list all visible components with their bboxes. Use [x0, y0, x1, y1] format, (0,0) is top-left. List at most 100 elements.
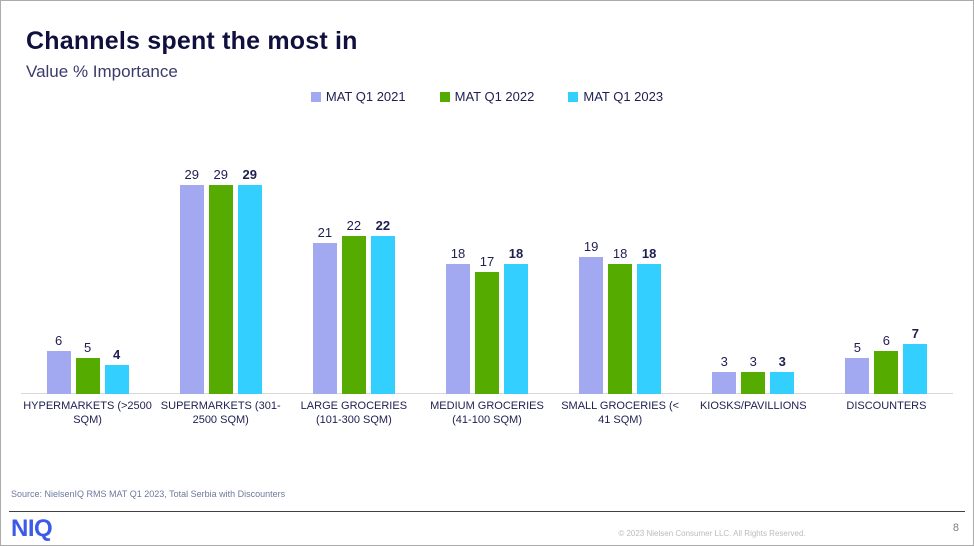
bar-value-label: 21: [317, 224, 333, 240]
page-title: Channels spent the most in: [26, 27, 358, 55]
category-label: LARGE GROCERIES (101-300 SQM): [300, 400, 408, 427]
footer-divider: [9, 511, 965, 512]
bar: [874, 350, 899, 394]
bar-value-label: 3: [749, 354, 757, 370]
bar-value-label: 18: [612, 246, 628, 262]
bar-slot: 7: [903, 325, 928, 394]
bar: [179, 185, 204, 394]
legend-label: MAT Q1 2023: [583, 89, 664, 104]
bar: [445, 264, 470, 394]
legend-item-2022: MAT Q1 2022: [439, 89, 535, 104]
bar: [312, 242, 337, 394]
bar-slot: 29: [208, 167, 233, 394]
bar-value-label: 3: [720, 354, 728, 370]
bar-value-label: 19: [583, 239, 599, 255]
bar: [503, 264, 528, 394]
bar: [341, 235, 366, 394]
bar: [579, 257, 604, 394]
bar-slot: 22: [341, 217, 366, 394]
bar-value-label: 29: [213, 167, 228, 183]
bar-slot: 5: [75, 340, 100, 394]
bar-slot: 21: [312, 224, 337, 394]
bar-cluster: 29 29 29: [154, 167, 287, 394]
bar-slot: 6: [874, 332, 899, 394]
bar-slot: 18: [637, 246, 662, 394]
bar-slot: 18: [445, 246, 470, 394]
bar: [370, 235, 395, 394]
bar-cluster: 19 18 18: [554, 239, 687, 394]
bar-cluster: 18 17 18: [420, 246, 553, 394]
bar-value-label: 4: [112, 347, 121, 363]
bar-value-label: 18: [450, 246, 466, 262]
bar: [46, 350, 71, 394]
category-group: 6 5 4 HYPERMARKETS (>2500 SQM): [21, 158, 154, 426]
category-label: SUPERMARKETS (301-2500 SQM): [160, 400, 281, 427]
bar: [741, 372, 766, 394]
legend-swatch-2022-icon: [439, 91, 450, 102]
bar: [712, 372, 737, 394]
bar-value-label: 7: [911, 325, 920, 341]
bar-value-label: 18: [508, 246, 524, 262]
bar-slot: 3: [741, 354, 766, 394]
category-label: DISCOUNTERS: [846, 400, 927, 412]
bar-slot: 5: [845, 340, 870, 394]
bar: [845, 358, 870, 394]
category-label: SMALL GROCERIES (< 41 SQM): [561, 400, 680, 427]
category-label: HYPERMARKETS (>2500 SQM): [23, 400, 152, 427]
bar: [237, 185, 262, 394]
bar-slot: 3: [770, 354, 795, 394]
category-label: KIOSKS/PAVILLIONS: [699, 400, 807, 412]
copyright-text: © 2023 Nielsen Consumer LLC. All Rights …: [618, 529, 806, 538]
page-subtitle: Value % Importance: [26, 62, 178, 81]
legend-item-2023: MAT Q1 2023: [568, 89, 663, 104]
category-group: 21 22 22 LARGE GROCERIES (101-300 SQM): [287, 158, 420, 427]
bar-slot: 29: [179, 167, 204, 394]
bar-value-label: 22: [346, 217, 362, 233]
bar-cluster: 3 3 3: [687, 354, 820, 394]
bar-value-label: 5: [853, 340, 862, 355]
header: Channels spent the most in Value % Impor…: [26, 27, 358, 82]
bar-slot: 22: [370, 217, 395, 394]
legend-label: MAT Q1 2022: [454, 89, 535, 104]
bar-value-label: 17: [479, 253, 495, 269]
legend-swatch-2021-icon: [310, 91, 321, 102]
category-group: 19 18 18 SMALL GROCERIES (< 41 SQM): [554, 158, 687, 426]
category-group: 18 17 18 MEDIUM GROCERIES (41-100 SQM): [420, 158, 553, 426]
chart-legend: MAT Q1 2021 MAT Q1 2022 MAT Q1 2023: [1, 89, 973, 104]
category-label: MEDIUM GROCERIES (41-100 SQM): [430, 400, 544, 427]
bar-cluster: 6 5 4: [21, 333, 154, 394]
bar-value-label: 3: [778, 354, 786, 370]
bar-chart: 6 5 4 HYPERMARKETS (>2500 SQM) 29 29 29 SUPERMA…: [21, 158, 953, 427]
bar: [104, 365, 129, 394]
bar-slot: 18: [608, 246, 633, 394]
bar: [637, 264, 662, 394]
page-number: 8: [952, 522, 959, 534]
category-group: 29 29 29 SUPERMARKETS (301-2500 SQM): [154, 158, 287, 426]
bar-value-label: 22: [375, 217, 391, 233]
bar-value-label: 5: [83, 340, 92, 355]
bar-value-label: 6: [54, 332, 63, 348]
bar-slot: 18: [503, 246, 528, 394]
bar-cluster: 21 22 22: [287, 218, 420, 394]
category-group: 5 6 7 DISCOUNTERS: [820, 158, 953, 412]
bar-slot: 17: [474, 253, 499, 394]
bar-slot: 19: [579, 239, 604, 394]
bar: [75, 358, 100, 394]
bar-slot: 6: [46, 332, 71, 394]
bar: [770, 372, 795, 394]
legend-swatch-2023-icon: [568, 91, 579, 102]
bar: [608, 264, 633, 394]
source-note: Source: NielsenIQ RMS MAT Q1 2023, Total…: [11, 489, 286, 499]
bar-cluster: 5 6 7: [820, 326, 953, 394]
bar: [903, 343, 928, 394]
bar-slot: 29: [237, 167, 262, 394]
bar-slot: 4: [104, 347, 129, 394]
bar: [208, 185, 233, 394]
legend-item-2021: MAT Q1 2021: [310, 89, 406, 104]
bar-value-label: 29: [242, 167, 257, 183]
category-group: 3 3 3 KIOSKS/PAVILLIONS: [687, 158, 820, 412]
bar-value-label: 18: [641, 246, 657, 262]
bar: [474, 271, 499, 394]
bar-value-label: 6: [882, 332, 891, 348]
bar-slot: 3: [712, 354, 737, 394]
